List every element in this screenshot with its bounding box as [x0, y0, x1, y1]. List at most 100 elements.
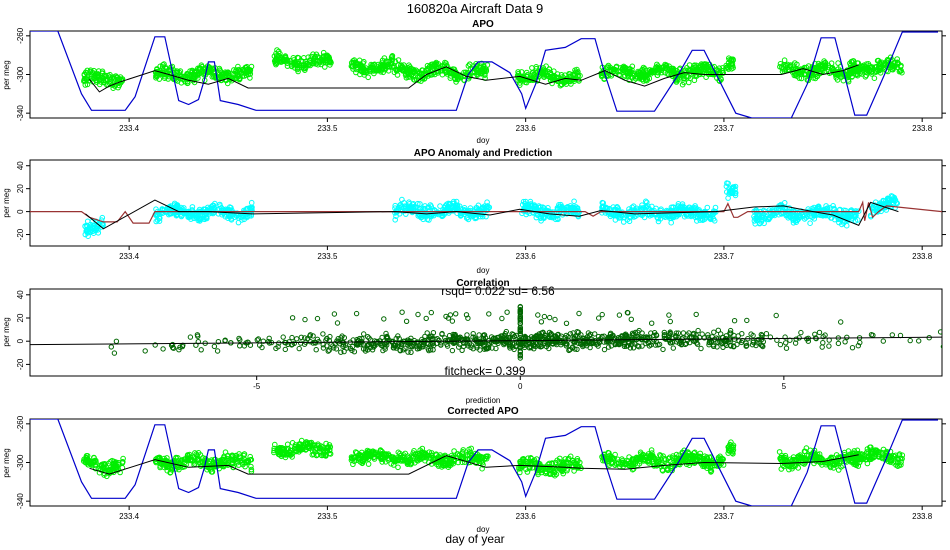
- data-point: [728, 330, 734, 336]
- data-point: [683, 340, 689, 347]
- data-point: [371, 344, 377, 350]
- data-point: [517, 80, 523, 86]
- data-point: [681, 204, 688, 211]
- data-point: [152, 342, 158, 348]
- data-point: [812, 64, 819, 71]
- data-point: [616, 213, 622, 219]
- data-point: [467, 451, 473, 458]
- data-point: [486, 311, 492, 317]
- data-point: [743, 343, 749, 349]
- data-point: [310, 333, 316, 339]
- data-point: [517, 328, 523, 335]
- data-point: [731, 344, 737, 350]
- data-point: [442, 335, 448, 341]
- data-point: [804, 336, 810, 342]
- data-point: [178, 80, 185, 86]
- data-point: [370, 65, 376, 71]
- data-point: [313, 61, 319, 67]
- data-point: [193, 213, 199, 219]
- data-point: [482, 72, 488, 78]
- data-point: [410, 74, 417, 80]
- data-point: [718, 331, 724, 337]
- data-point: [666, 312, 672, 318]
- data-point: [405, 71, 412, 77]
- data-point: [608, 336, 614, 342]
- data-point: [616, 312, 623, 318]
- data-point: [273, 56, 280, 63]
- data-point: [453, 198, 460, 205]
- data-point: [868, 64, 875, 70]
- data-point: [265, 338, 272, 345]
- panel-corrected-title: Corrected APO: [447, 406, 519, 417]
- data-point: [567, 205, 574, 212]
- data-point: [289, 315, 296, 321]
- data-point: [411, 448, 417, 454]
- data-point: [348, 60, 355, 66]
- data-point: [758, 217, 765, 223]
- data-point: [649, 320, 655, 326]
- data-point: [501, 341, 507, 348]
- data-point: [834, 77, 841, 83]
- data-point: [248, 199, 255, 206]
- data-point: [724, 64, 730, 70]
- data-point: [352, 63, 359, 69]
- data-point: [187, 334, 194, 340]
- data-point: [778, 201, 784, 208]
- data-point: [336, 341, 343, 347]
- data-point: [794, 209, 801, 216]
- data-point: [313, 452, 320, 459]
- data-point: [642, 77, 649, 83]
- data-point: [160, 346, 166, 352]
- series-line: [30, 31, 938, 118]
- data-point: [801, 216, 808, 222]
- data-point: [428, 309, 434, 316]
- data-point: [363, 65, 369, 71]
- data-point: [197, 66, 204, 72]
- data-point: [822, 332, 828, 338]
- figure-title: 160820a Aircraft Data 9: [407, 1, 544, 16]
- data-point: [695, 327, 701, 334]
- data-point: [451, 448, 457, 454]
- data-point: [447, 75, 454, 81]
- data-point: [83, 455, 89, 461]
- data-point: [549, 340, 556, 346]
- data-point: [83, 70, 90, 76]
- data-point: [517, 303, 523, 310]
- data-point: [940, 344, 942, 349]
- data-point: [783, 340, 789, 346]
- data-point: [515, 69, 521, 75]
- data-point: [190, 454, 196, 461]
- data-point: [399, 340, 405, 346]
- data-point: [382, 459, 389, 465]
- data-point: [868, 332, 875, 338]
- data-point: [460, 447, 467, 453]
- data-point: [625, 310, 631, 316]
- data-point: [681, 79, 687, 86]
- data-point: [811, 216, 818, 222]
- data-point: [405, 453, 411, 460]
- x-tick-label: 233.8: [912, 124, 933, 133]
- data-point: [884, 56, 891, 63]
- data-point: [207, 458, 213, 465]
- data-point: [570, 330, 576, 336]
- data-point: [605, 344, 612, 350]
- x-tick-label: 233.8: [912, 252, 933, 261]
- data-point: [574, 334, 580, 340]
- data-point: [359, 460, 365, 466]
- x-tick-label: 233.4: [119, 124, 140, 133]
- data-point: [846, 212, 853, 218]
- data-point: [463, 69, 469, 76]
- data-point: [798, 329, 804, 336]
- data-point: [181, 456, 187, 463]
- data-point: [697, 62, 703, 69]
- data-point: [574, 70, 580, 76]
- data-point: [352, 449, 359, 455]
- data-point: [294, 66, 301, 73]
- data-point: [388, 54, 395, 61]
- data-point: [731, 318, 738, 324]
- data-point: [184, 452, 191, 459]
- data-point: [325, 444, 332, 450]
- data-point: [499, 315, 505, 322]
